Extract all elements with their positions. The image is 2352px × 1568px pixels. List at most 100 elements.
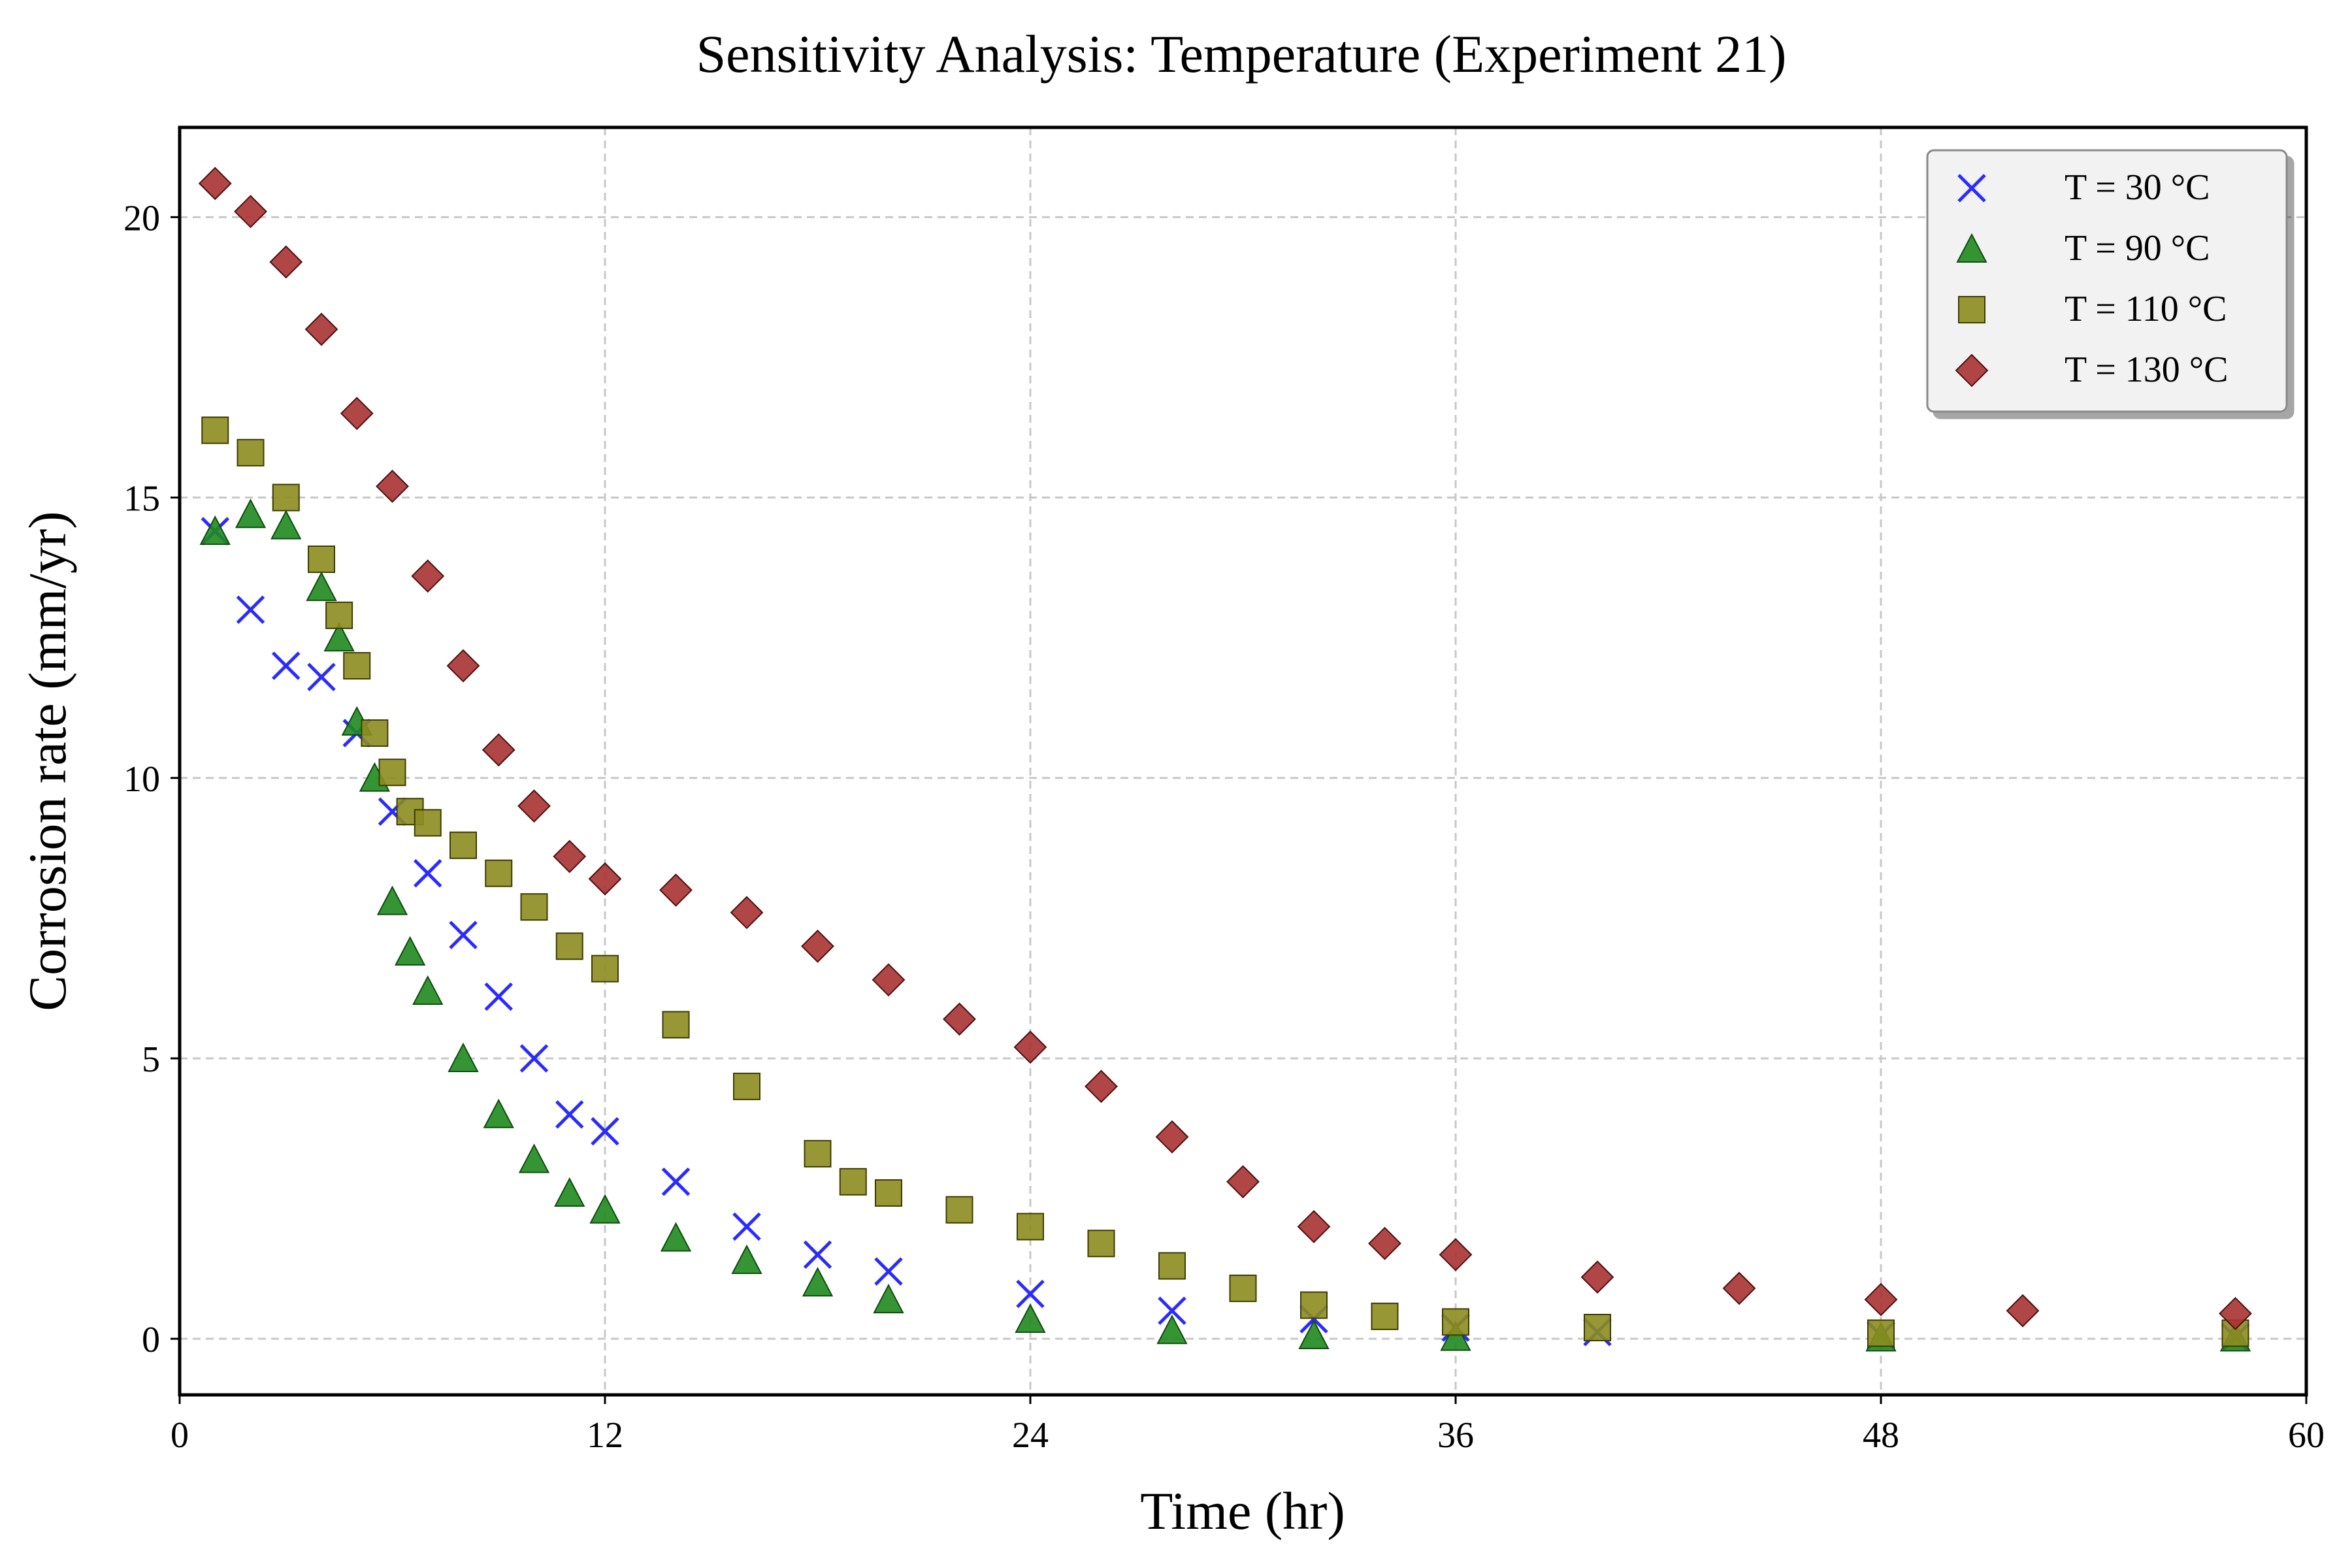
data-point-t110 [414,809,442,837]
legend-box [1926,149,2288,413]
data-point-t130 [234,195,267,229]
data-point-t30 [413,858,442,888]
data-point-t130 [1368,1226,1401,1260]
data-point-t130 [446,649,480,683]
data-point-t90 [1440,1321,1471,1351]
data-point-t110 [1300,1291,1328,1319]
data-point-t130 [1013,1030,1047,1064]
legend-marker-t130 [1955,353,1989,387]
data-point-t130 [517,789,551,823]
data-point-t130 [1439,1237,1473,1271]
data-point-t90 [323,621,355,652]
legend-marker-t110 [1958,296,1985,323]
data-point-t90 [802,1267,834,1297]
data-point-t110 [1442,1308,1469,1336]
data-point-t90 [660,1222,692,1252]
data-point-t130 [1864,1282,1898,1316]
data-point-t130 [269,245,303,279]
data-point-t90 [731,1244,762,1274]
data-point-t110 [449,831,477,859]
data-point-t110 [733,1072,760,1100]
data-point-t30 [449,921,478,949]
data-point-t130 [1580,1260,1614,1294]
data-point-t130 [1722,1271,1756,1305]
legend-markers [1955,174,1989,387]
legend-label-t90: T = 90 °C [2065,228,2210,269]
y-axis-label: Corrosion rate (mm/yr) [18,511,77,1011]
data-point-t110 [591,955,619,983]
data-point-t130 [943,1002,976,1036]
data-point-t90 [1015,1303,1046,1333]
data-point-t130 [411,559,445,593]
data-point-t90 [448,1042,479,1072]
data-point-t30 [732,1212,761,1241]
legend: T = 30 °C T = 90 °C T = 110 °C T = 130 °… [1926,149,2288,413]
data-point-t110 [1087,1230,1115,1258]
data-point-t90 [235,498,267,529]
data-point-t130 [376,469,409,503]
data-point-t110 [308,545,335,573]
data-point-t110 [272,483,300,512]
data-point-t30 [1016,1279,1045,1309]
data-point-t90 [589,1194,621,1224]
data-point-t30 [555,1100,584,1129]
data-point-t90 [518,1143,550,1173]
data-point-t30 [484,982,514,1011]
data-point-t110 [1867,1319,1895,1347]
data-point-t110 [361,719,389,747]
data-point-t130 [801,929,834,963]
data-point-t130 [304,312,338,346]
data-point-t90 [554,1177,585,1207]
data-point-t30 [661,1168,691,1196]
data-point-t110 [945,1196,973,1224]
data-points [198,167,2252,1352]
y-tick-label: 10 [123,759,160,800]
data-point-t110 [201,416,229,444]
legend-marker-t30 [1957,174,1986,203]
x-tick-label: 12 [587,1415,623,1456]
data-point-t110 [485,859,513,887]
data-point-t30 [271,651,301,680]
data-point-t130 [588,862,622,896]
data-point-t110 [875,1179,902,1207]
y-tick-label: 0 [142,1320,160,1360]
data-point-t110 [1017,1213,1044,1241]
data-point-t30 [236,595,265,624]
data-point-t90 [412,975,444,1005]
x-tick-label: 48 [1863,1415,1899,1456]
data-point-t130 [340,397,374,431]
y-tick-label: 15 [123,479,160,519]
x-tick-label: 24 [1012,1415,1049,1456]
data-point-t110 [804,1139,832,1168]
data-point-t130 [1085,1070,1118,1103]
data-point-t130 [482,733,515,767]
data-point-t90 [376,885,408,915]
x-tick-label: 36 [1437,1415,1474,1456]
data-point-t130 [2219,1297,2252,1330]
data-point-t110 [1584,1313,1611,1341]
data-point-t90 [873,1283,904,1314]
data-point-t110 [325,601,353,629]
data-point-t130 [2006,1294,2040,1328]
data-point-t90 [1156,1315,1188,1345]
x-tick-label: 0 [171,1415,189,1456]
y-tick-label: 20 [123,198,160,238]
x-axis-label: Time (hr) [1140,1481,1345,1541]
data-point-t30 [519,1044,549,1073]
data-point-t130 [1297,1210,1331,1243]
data-point-t90 [483,1098,514,1128]
data-point-t90 [270,510,302,540]
data-point-t110 [378,759,406,787]
data-point-t90 [199,515,231,546]
data-point-t130 [198,167,232,201]
data-point-t30 [1158,1296,1186,1326]
data-point-t30 [591,1117,619,1146]
legend-label-t30: T = 30 °C [2065,167,2210,208]
data-point-t110 [343,652,371,680]
chart-title: Sensitivity Analysis: Temperature (Exper… [696,24,1787,84]
data-point-t110 [662,1011,690,1039]
x-tick-label: 60 [2288,1415,2325,1456]
data-point-t110 [237,438,265,466]
legend-marker-t90 [1956,233,1987,263]
